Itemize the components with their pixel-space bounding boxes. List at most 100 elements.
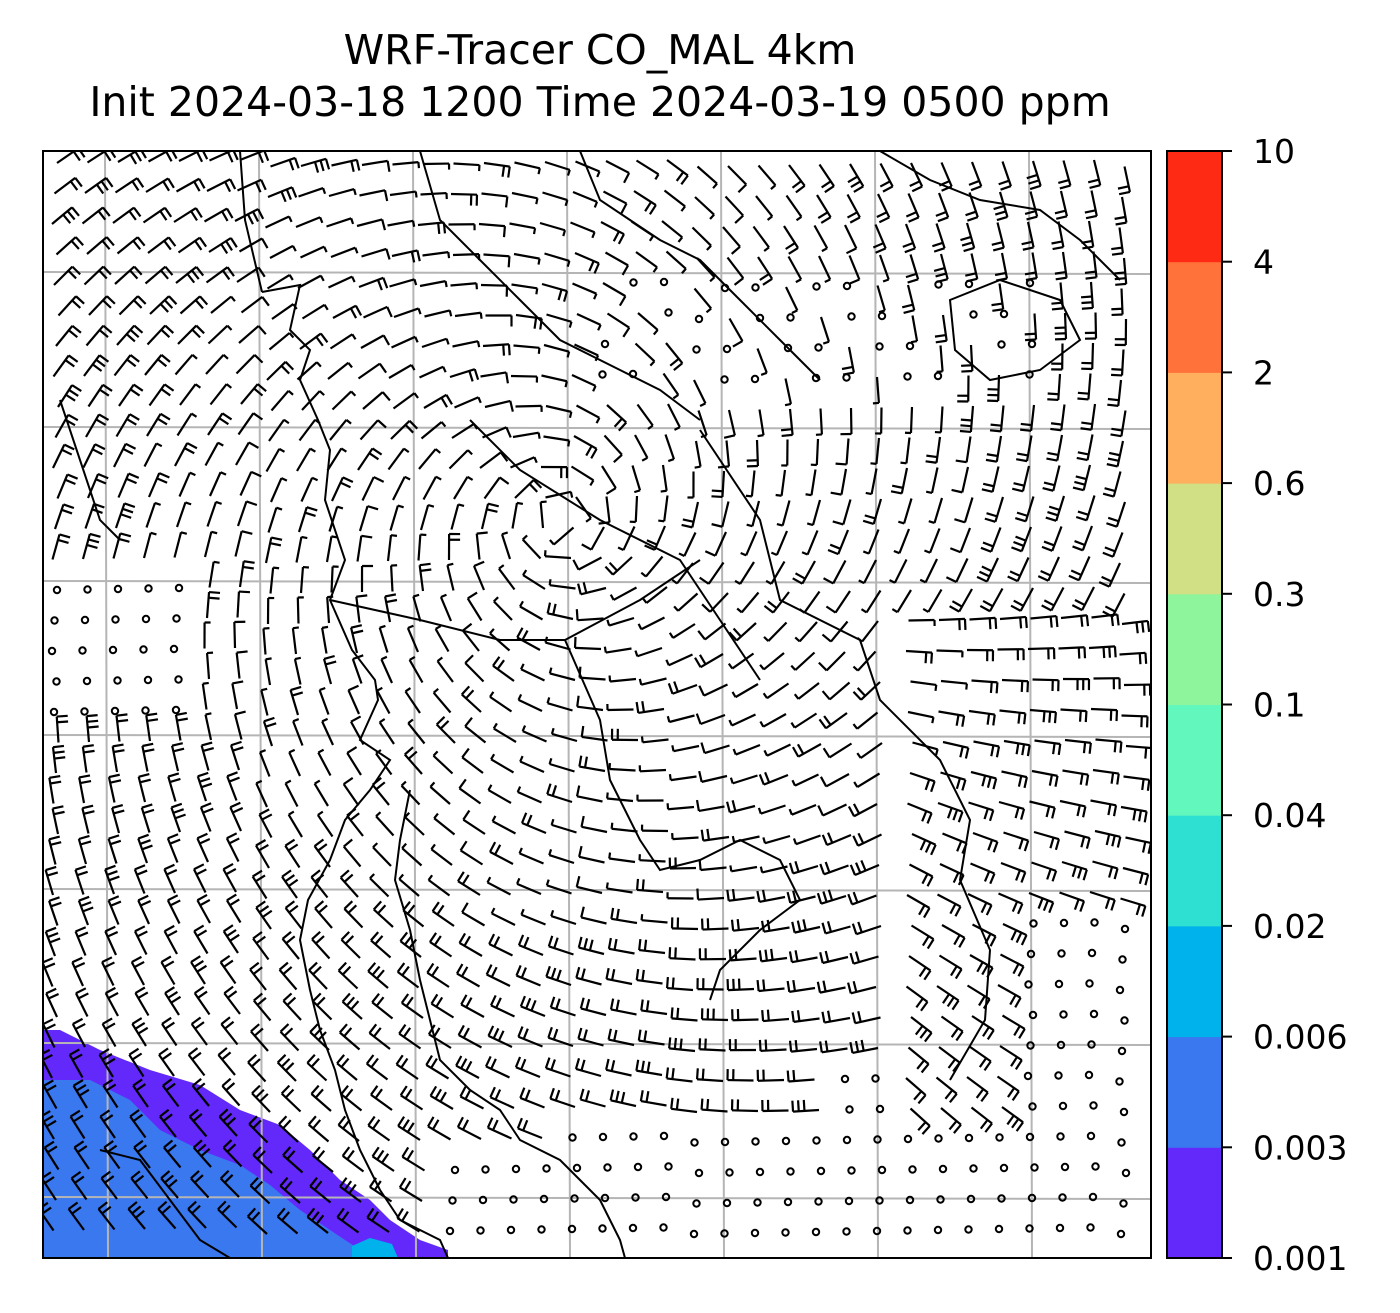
wind-barb — [658, 495, 669, 523]
wind-barb — [104, 925, 119, 956]
wind-calm-marker — [659, 277, 669, 287]
colorbar-segment — [1167, 704, 1222, 816]
wind-barb — [816, 889, 847, 905]
wind-barb — [367, 1115, 391, 1142]
wind-barb — [160, 1170, 179, 1199]
wind-barb — [1121, 714, 1149, 728]
wind-barb — [515, 964, 541, 987]
wind-barb — [236, 266, 266, 283]
wind-barb — [511, 191, 539, 205]
wind-barb — [249, 1176, 271, 1205]
wind-barb — [971, 679, 999, 694]
wind-barb — [731, 835, 760, 844]
wind-barb — [906, 894, 931, 919]
wind-calm-marker — [847, 312, 856, 321]
wind-calm-marker — [83, 585, 92, 594]
wind-barb — [339, 1177, 362, 1203]
wind-barb — [326, 595, 334, 624]
wind-barb — [167, 772, 181, 802]
wind-barb — [207, 324, 233, 345]
wind-barb — [375, 749, 393, 776]
wind-barb — [696, 978, 724, 991]
wind-barb — [671, 833, 699, 841]
wind-barb — [78, 774, 92, 804]
wind-barb — [606, 616, 635, 627]
wind-barb — [711, 470, 726, 499]
wind-barb — [605, 1058, 632, 1077]
wind-barb — [83, 265, 112, 286]
wind-calm-marker — [933, 1225, 943, 1235]
wind-barb — [1058, 646, 1087, 659]
wind-barb — [246, 1207, 268, 1235]
wind-barb — [371, 1146, 395, 1172]
wind-barb — [517, 1026, 543, 1048]
wind-barb — [519, 755, 545, 774]
wind-barb — [479, 451, 509, 469]
wind-barb — [217, 1200, 238, 1229]
wind-calm-marker — [875, 1104, 885, 1114]
wind-barb — [144, 354, 171, 376]
wind-barb — [1122, 866, 1150, 886]
wind-barb — [785, 194, 803, 222]
wind-barb — [1029, 800, 1056, 819]
wind-barb — [634, 434, 649, 462]
wind-barb — [252, 1146, 273, 1174]
wind-barb — [457, 871, 481, 896]
wind-barb — [279, 1023, 300, 1052]
wind-barb — [53, 176, 83, 195]
wind-barb — [114, 265, 143, 285]
wind-barb — [367, 962, 389, 989]
wind-barb — [370, 931, 392, 959]
wind-barb — [237, 412, 264, 436]
wind-barb — [309, 1023, 330, 1051]
wind-barb — [341, 992, 363, 1020]
wind-barb — [51, 206, 80, 225]
wind-barb — [736, 591, 760, 614]
wind-barb — [454, 396, 482, 409]
wind-barb — [724, 195, 744, 224]
wind-barb — [759, 865, 788, 874]
wind-barb — [173, 531, 188, 558]
wind-barb — [140, 803, 155, 833]
wind-barb — [511, 283, 539, 295]
wind-barb — [786, 979, 816, 993]
wind-calm-marker — [1025, 278, 1035, 288]
wind-calm-marker — [628, 369, 638, 379]
wind-barb — [81, 206, 111, 225]
wind-barb — [453, 162, 481, 172]
wind-barb — [700, 1098, 728, 1113]
wind-barb — [695, 799, 725, 813]
wind-barb — [170, 802, 186, 833]
wind-barb — [205, 266, 235, 284]
wind-calm-marker — [908, 1165, 917, 1174]
wind-barb — [763, 591, 790, 614]
wind-barb — [1064, 830, 1091, 849]
wind-barb — [935, 1076, 958, 1104]
gridline-parallel — [43, 580, 1151, 584]
wind-barb — [466, 591, 483, 622]
wind-barb — [326, 217, 355, 228]
wind-barb — [343, 900, 364, 929]
wind-barb — [1001, 678, 1030, 693]
wind-barb — [355, 594, 368, 623]
wind-calm-marker — [1024, 980, 1033, 989]
wind-barb — [607, 937, 635, 955]
wind-barb — [392, 392, 419, 410]
wind-barb — [187, 1200, 207, 1229]
wind-calm-marker — [1059, 918, 1069, 928]
wind-barb — [326, 447, 347, 472]
wind-barb — [112, 532, 132, 559]
wind-barb — [847, 803, 878, 818]
wind-barb — [1121, 619, 1151, 634]
wind-barb — [1102, 471, 1122, 498]
wind-barb — [966, 648, 995, 662]
wind-barb — [365, 1054, 389, 1081]
wind-barb — [728, 622, 757, 642]
wind-barb — [350, 624, 364, 654]
wind-barb — [318, 686, 330, 715]
wind-barb — [293, 656, 302, 685]
wind-barb — [159, 1108, 177, 1138]
wind-barb — [329, 419, 352, 441]
wind-barb — [1072, 525, 1094, 552]
wind-calm-marker — [722, 1198, 732, 1208]
